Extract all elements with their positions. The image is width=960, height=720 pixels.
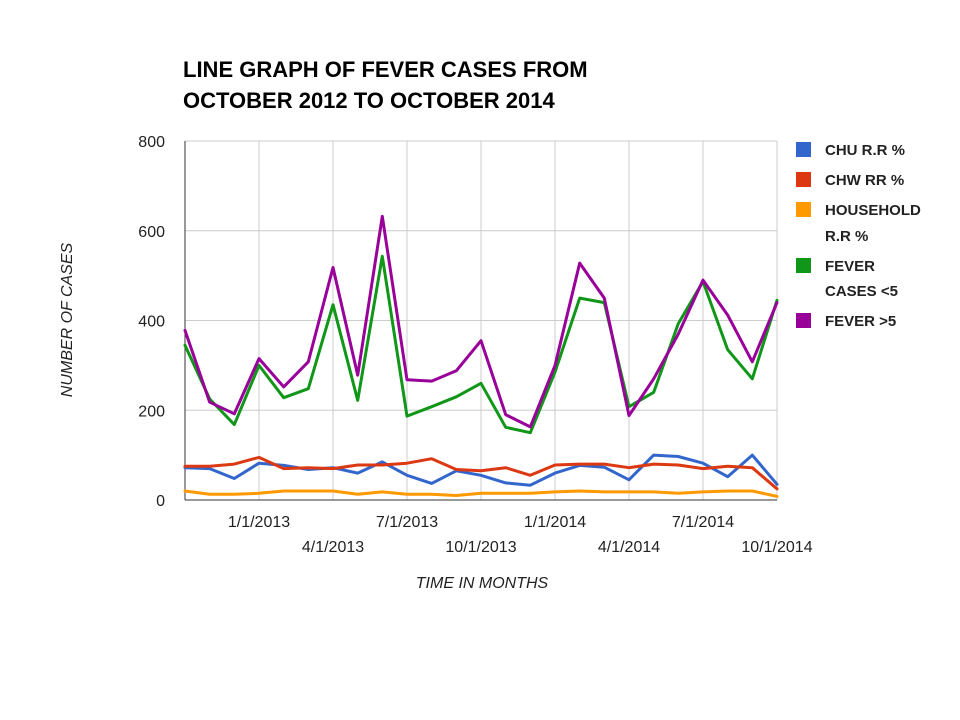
chart-title: LINE GRAPH OF FEVER CASES FROM OCTOBER 2… (183, 54, 588, 116)
x-tick-label: 4/1/2014 (598, 539, 660, 556)
y-tick-label: 200 (138, 403, 165, 420)
series-line-0 (183, 453, 779, 487)
legend-label-0: CHU R.R % (825, 142, 905, 159)
legend-swatch-1 (796, 172, 811, 187)
legend-label-4: FEVER >5 (825, 313, 896, 330)
y-tick-labels: 0 200 400 600 800 (138, 134, 165, 510)
y-tick-label: 0 (156, 493, 165, 510)
legend-label-1: CHW RR % (825, 172, 904, 189)
legend-label-2: HOUSEHOLD R.R % (825, 202, 921, 245)
x-tick-label: 10/1/2013 (445, 539, 516, 556)
series-line-3 (183, 254, 779, 435)
legend-swatch-2 (796, 202, 811, 217)
legend: CHU R.R % CHW RR % HOUSEHOLD R.R % FEVER CASE… (796, 142, 921, 330)
x-tick-label: 1/1/2013 (228, 514, 290, 531)
series-line-4 (183, 214, 779, 429)
x-tick-label: 7/1/2014 (672, 514, 734, 531)
x-tick-labels: 1/1/2013 4/1/2013 7/1/2013 10/1/2013 1/1/201… (228, 514, 813, 556)
series-lines (183, 214, 779, 498)
x-tick-label: 1/1/2014 (524, 514, 586, 531)
y-tick-label: 400 (138, 314, 165, 331)
axes (184, 141, 777, 501)
y-tick-label: 800 (138, 134, 165, 151)
x-tick-label: 10/1/2014 (741, 539, 812, 556)
legend-swatch-4 (796, 313, 811, 328)
x-axis-title: TIME IN MONTHS (416, 575, 549, 592)
chart-title-line-2: OCTOBER 2012 TO OCTOBER 2014 (183, 88, 555, 113)
x-tick-label: 7/1/2013 (376, 514, 438, 531)
x-tick-label: 4/1/2013 (302, 539, 364, 556)
legend-swatch-3 (796, 258, 811, 273)
y-axis-title: NUMBER OF CASES (59, 242, 76, 397)
legend-label-3: FEVER CASES <5 (825, 258, 898, 300)
gridlines (185, 140, 778, 500)
legend-swatch-0 (796, 142, 811, 157)
y-tick-label: 600 (138, 224, 165, 241)
series-line-2 (183, 489, 779, 498)
series-line-1 (183, 455, 779, 491)
chart-title-line-1: LINE GRAPH OF FEVER CASES FROM (183, 57, 588, 82)
